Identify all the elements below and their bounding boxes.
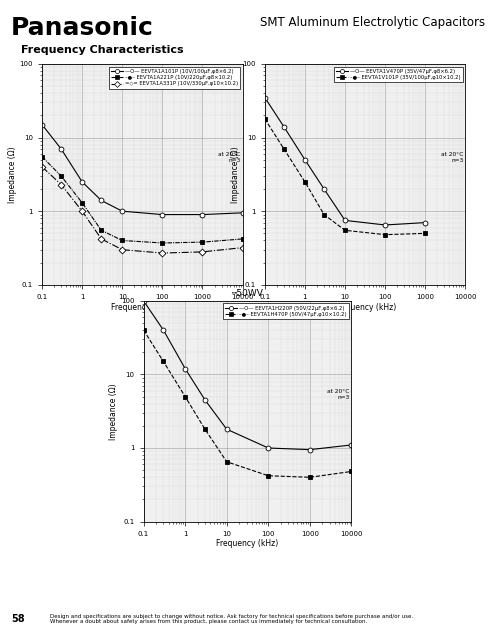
X-axis label: Frequency (kHz): Frequency (kHz) (111, 303, 173, 312)
Text: at 20°C
n=3: at 20°C n=3 (441, 152, 463, 163)
Text: ┉50WV: ┉50WV (232, 289, 263, 298)
Text: at 20°C
n=3: at 20°C n=3 (218, 152, 241, 163)
Y-axis label: Impedance (Ω): Impedance (Ω) (109, 383, 118, 440)
Y-axis label: Impedance (Ω): Impedance (Ω) (8, 146, 17, 203)
Text: at 20°C
n=3: at 20°C n=3 (327, 389, 349, 400)
Text: Panasonic: Panasonic (11, 16, 154, 40)
Text: 58: 58 (11, 614, 25, 623)
Text: Frequency Characteristics: Frequency Characteristics (21, 45, 184, 55)
Text: SMT Aluminum Electrolytic Capacitors: SMT Aluminum Electrolytic Capacitors (260, 16, 485, 29)
Legend: —O— EEVTA1V470P (35V/47μF,φ8×6.2), –●– EEVTA1V101P (35V/100μF,φ10×10.2): —O— EEVTA1V470P (35V/47μF,φ8×6.2), –●– E… (334, 67, 463, 82)
Legend: —O— EEVTA1H220P (50V/22μF,φ8×6.2), –●– EEVTA1H470P (50V/47μF,φ10×10.2): —O— EEVTA1H220P (50V/22μF,φ8×6.2), –●– E… (223, 303, 349, 319)
Legend: —O— EEVTA1A101P (10V/100μF,φ8×6.2), –●– EEVTA1A221P (10V/220μF,φ8×10.2), =◇= EEV: —O— EEVTA1A101P (10V/100μF,φ8×6.2), –●– … (109, 67, 240, 88)
Text: Design and specifications are subject to change without notice. Ask factory for : Design and specifications are subject to… (50, 614, 413, 625)
X-axis label: Frequency (kHz): Frequency (kHz) (216, 540, 279, 548)
X-axis label: Frequency (kHz): Frequency (kHz) (334, 303, 396, 312)
Y-axis label: Impedance (Ω): Impedance (Ω) (231, 146, 240, 203)
